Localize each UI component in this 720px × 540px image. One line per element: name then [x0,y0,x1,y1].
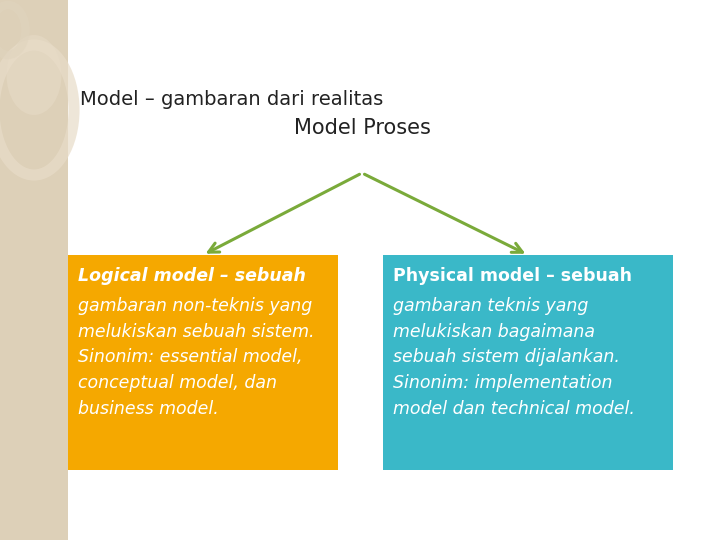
Bar [383,255,673,470]
Text: Model Proses: Model Proses [294,118,431,138]
Text: Physical model – sebuah: Physical model – sebuah [393,267,632,285]
Bar [0,0,68,540]
Bar [68,255,338,470]
Ellipse shape [6,35,61,115]
Text: Model – gambaran dari realitas: Model – gambaran dari realitas [80,90,383,109]
Text: gambaran teknis yang
melukiskan bagaimana
sebuah sistem dijalankan.
Sinonim: imp: gambaran teknis yang melukiskan bagaiman… [393,297,635,418]
Text: Logical model – sebuah: Logical model – sebuah [78,267,306,285]
Text: gambaran non-teknis yang
melukiskan sebuah sistem.
Sinonim: essential model,
con: gambaran non-teknis yang melukiskan sebu… [78,297,315,418]
